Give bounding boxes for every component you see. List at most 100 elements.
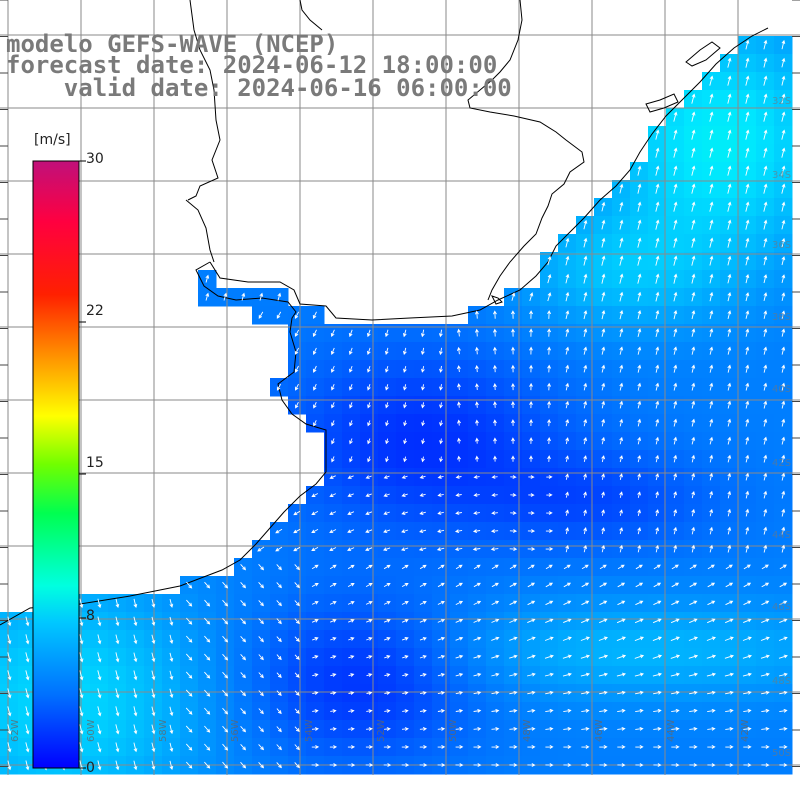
wind-arrow — [601, 436, 606, 445]
wind-arrow — [709, 526, 714, 535]
wind-arrow — [655, 382, 660, 391]
wind-arrow — [419, 654, 427, 659]
wind-arrow — [330, 329, 335, 338]
wind-arrow — [240, 618, 247, 625]
wind-arrow — [115, 742, 120, 753]
lon-label: 42W — [740, 719, 751, 742]
wind-arrow — [313, 383, 317, 391]
wind-arrow — [727, 436, 732, 445]
wind-arrow — [598, 636, 608, 641]
wind-arrow — [781, 57, 786, 68]
wind-arrow — [79, 652, 84, 663]
wind-arrow — [330, 347, 335, 355]
wind-arrow — [601, 237, 606, 248]
wind-arrow — [781, 147, 786, 158]
wind-arrow — [329, 582, 337, 587]
wind-arrow — [294, 347, 299, 355]
wind-arrow — [563, 745, 572, 749]
wind-arrow — [709, 111, 714, 122]
wind-arrow — [689, 726, 698, 731]
wind-arrow — [655, 129, 660, 140]
wind-arrow — [689, 763, 698, 767]
wind-arrow — [491, 618, 500, 623]
wind-arrow — [79, 634, 84, 645]
wind-arrow — [222, 617, 229, 625]
wind-arrow — [727, 75, 732, 86]
wind-arrow — [7, 724, 12, 735]
wind-arrow — [509, 690, 518, 695]
wind-arrow — [763, 526, 768, 535]
wind-arrow — [583, 291, 588, 302]
wind-arrow — [402, 329, 407, 338]
wind-arrow — [707, 708, 716, 713]
wind-arrow — [294, 726, 300, 732]
wind-arrow — [403, 365, 407, 373]
wind-arrow — [204, 761, 211, 769]
wind-arrow — [151, 634, 156, 645]
wind-arrow — [671, 582, 680, 588]
wind-arrow — [401, 511, 408, 515]
wind-arrow — [330, 365, 335, 373]
wind-arrow — [745, 292, 750, 302]
wind-arrow — [115, 724, 120, 735]
wind-arrow — [366, 347, 371, 355]
wind-arrow — [617, 564, 625, 570]
wind-arrow — [743, 618, 752, 624]
wind-arrow — [276, 690, 282, 696]
wind-arrow — [348, 673, 355, 677]
wind-arrow — [474, 328, 479, 337]
wind-arrow — [691, 364, 696, 373]
wind-arrow — [185, 671, 193, 679]
wind-arrow — [240, 708, 247, 715]
colorbar-gradient — [32, 160, 80, 769]
colorbar-label-0: 0 — [86, 760, 95, 776]
wind-arrow — [258, 311, 264, 319]
wind-arrow — [779, 600, 788, 606]
wind-arrow — [401, 529, 409, 534]
wind-arrow — [258, 672, 264, 679]
wind-arrow — [258, 744, 265, 751]
wind-arrow — [276, 762, 282, 769]
wind-arrow — [311, 619, 319, 623]
wind-arrow — [691, 346, 696, 355]
wind-arrow — [133, 598, 138, 609]
wind-arrow — [545, 564, 553, 570]
wind-arrow — [491, 763, 500, 767]
wind-arrow — [619, 436, 624, 445]
wind-arrow — [781, 382, 786, 391]
wind-arrow — [420, 347, 425, 356]
wind-arrow — [437, 726, 446, 731]
wind-arrow — [383, 475, 390, 479]
wind-arrow — [510, 475, 517, 479]
wind-arrow — [673, 454, 678, 463]
wind-arrow — [294, 654, 300, 660]
wind-arrow — [619, 183, 624, 194]
wind-arrow — [779, 690, 788, 695]
wind-arrow — [709, 490, 714, 499]
wind-arrow — [691, 310, 696, 320]
lat-label: 42S — [772, 458, 792, 469]
wind-arrow — [583, 509, 587, 516]
wind-arrow — [619, 219, 624, 230]
wind-arrow — [385, 438, 389, 445]
wind-arrow — [403, 456, 407, 463]
wind-arrow — [637, 382, 642, 391]
wind-arrow — [565, 237, 570, 248]
wind-arrow — [781, 201, 786, 212]
wind-arrow — [365, 600, 373, 605]
wind-arrow — [673, 526, 678, 535]
wind-arrow — [745, 346, 750, 355]
wind-arrow — [151, 724, 156, 735]
wind-arrow — [349, 438, 353, 445]
wind-arrow — [653, 582, 662, 588]
coastline — [0, 0, 769, 626]
wind-arrow — [384, 673, 391, 677]
wind-arrow — [781, 436, 786, 445]
wind-arrow — [401, 637, 409, 641]
wind-arrow — [546, 475, 553, 479]
wind-arrow — [437, 708, 446, 713]
wind-arrow — [745, 436, 750, 445]
wind-arrow — [403, 438, 407, 445]
wind-arrow — [727, 472, 732, 481]
wind-arrow — [204, 635, 211, 643]
